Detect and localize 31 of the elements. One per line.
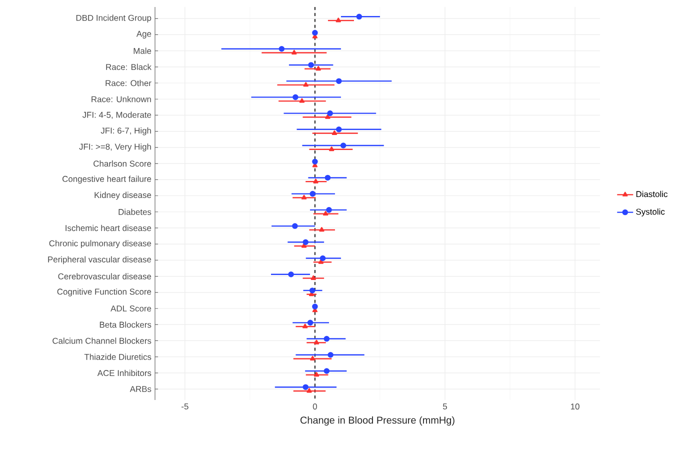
y-tick-label: Chronic pulmonary disease xyxy=(49,240,152,248)
x-tick-label: -5 xyxy=(182,404,188,410)
y-tick-label: JFI: 6-7, High xyxy=(100,127,151,136)
y-tick-label: JFI: 4-5, Moderate xyxy=(82,112,152,119)
x-tick-label: 0 xyxy=(312,404,317,410)
y-tick-label: Beta Blockers xyxy=(100,321,152,328)
y-tick-label: Cognitive Function Score xyxy=(57,288,152,296)
y-tick-label: Diabetes xyxy=(118,208,152,215)
y-tick-label: ACE Inhibitors xyxy=(97,370,152,376)
y-tick-label: Male xyxy=(134,48,152,54)
y-tick-label: DBD Incident Group xyxy=(76,14,152,23)
y-tick-label: Calcium Channel Blockers xyxy=(52,338,152,344)
y-tick-label: Peripheral vascular disease xyxy=(48,256,152,264)
y-tick-label: Cerebrovascular disease xyxy=(58,273,152,280)
y-tick-label: Congestive heart failure xyxy=(62,176,152,184)
y-tick-label: ADL Score xyxy=(110,306,152,312)
legend-label: Systolic xyxy=(636,208,665,216)
x-axis-title: Change in Blood Pressure (mmHg) xyxy=(300,416,454,426)
y-tick-label: Ischemic heart disease xyxy=(66,224,152,232)
x-tick-label: 5 xyxy=(442,404,448,410)
y-tick-label: Charlson Score xyxy=(94,160,152,167)
y-tick-label: Thiazide Diuretics xyxy=(84,354,152,360)
y-tick-label: Race: Black xyxy=(106,64,152,70)
legend-label: Diastolic xyxy=(636,190,668,198)
y-tick-label: Race: Other xyxy=(106,80,152,86)
x-tick-label: 10 xyxy=(570,404,580,410)
y-tick-label: Kidney disease xyxy=(94,192,152,200)
y-tick-label: ARBs xyxy=(130,386,152,392)
y-tick-label: JFI: >=8, Very High xyxy=(79,143,151,152)
y-tick-label: Age xyxy=(136,30,152,38)
y-tick-label: Race: Unknown xyxy=(92,96,151,102)
